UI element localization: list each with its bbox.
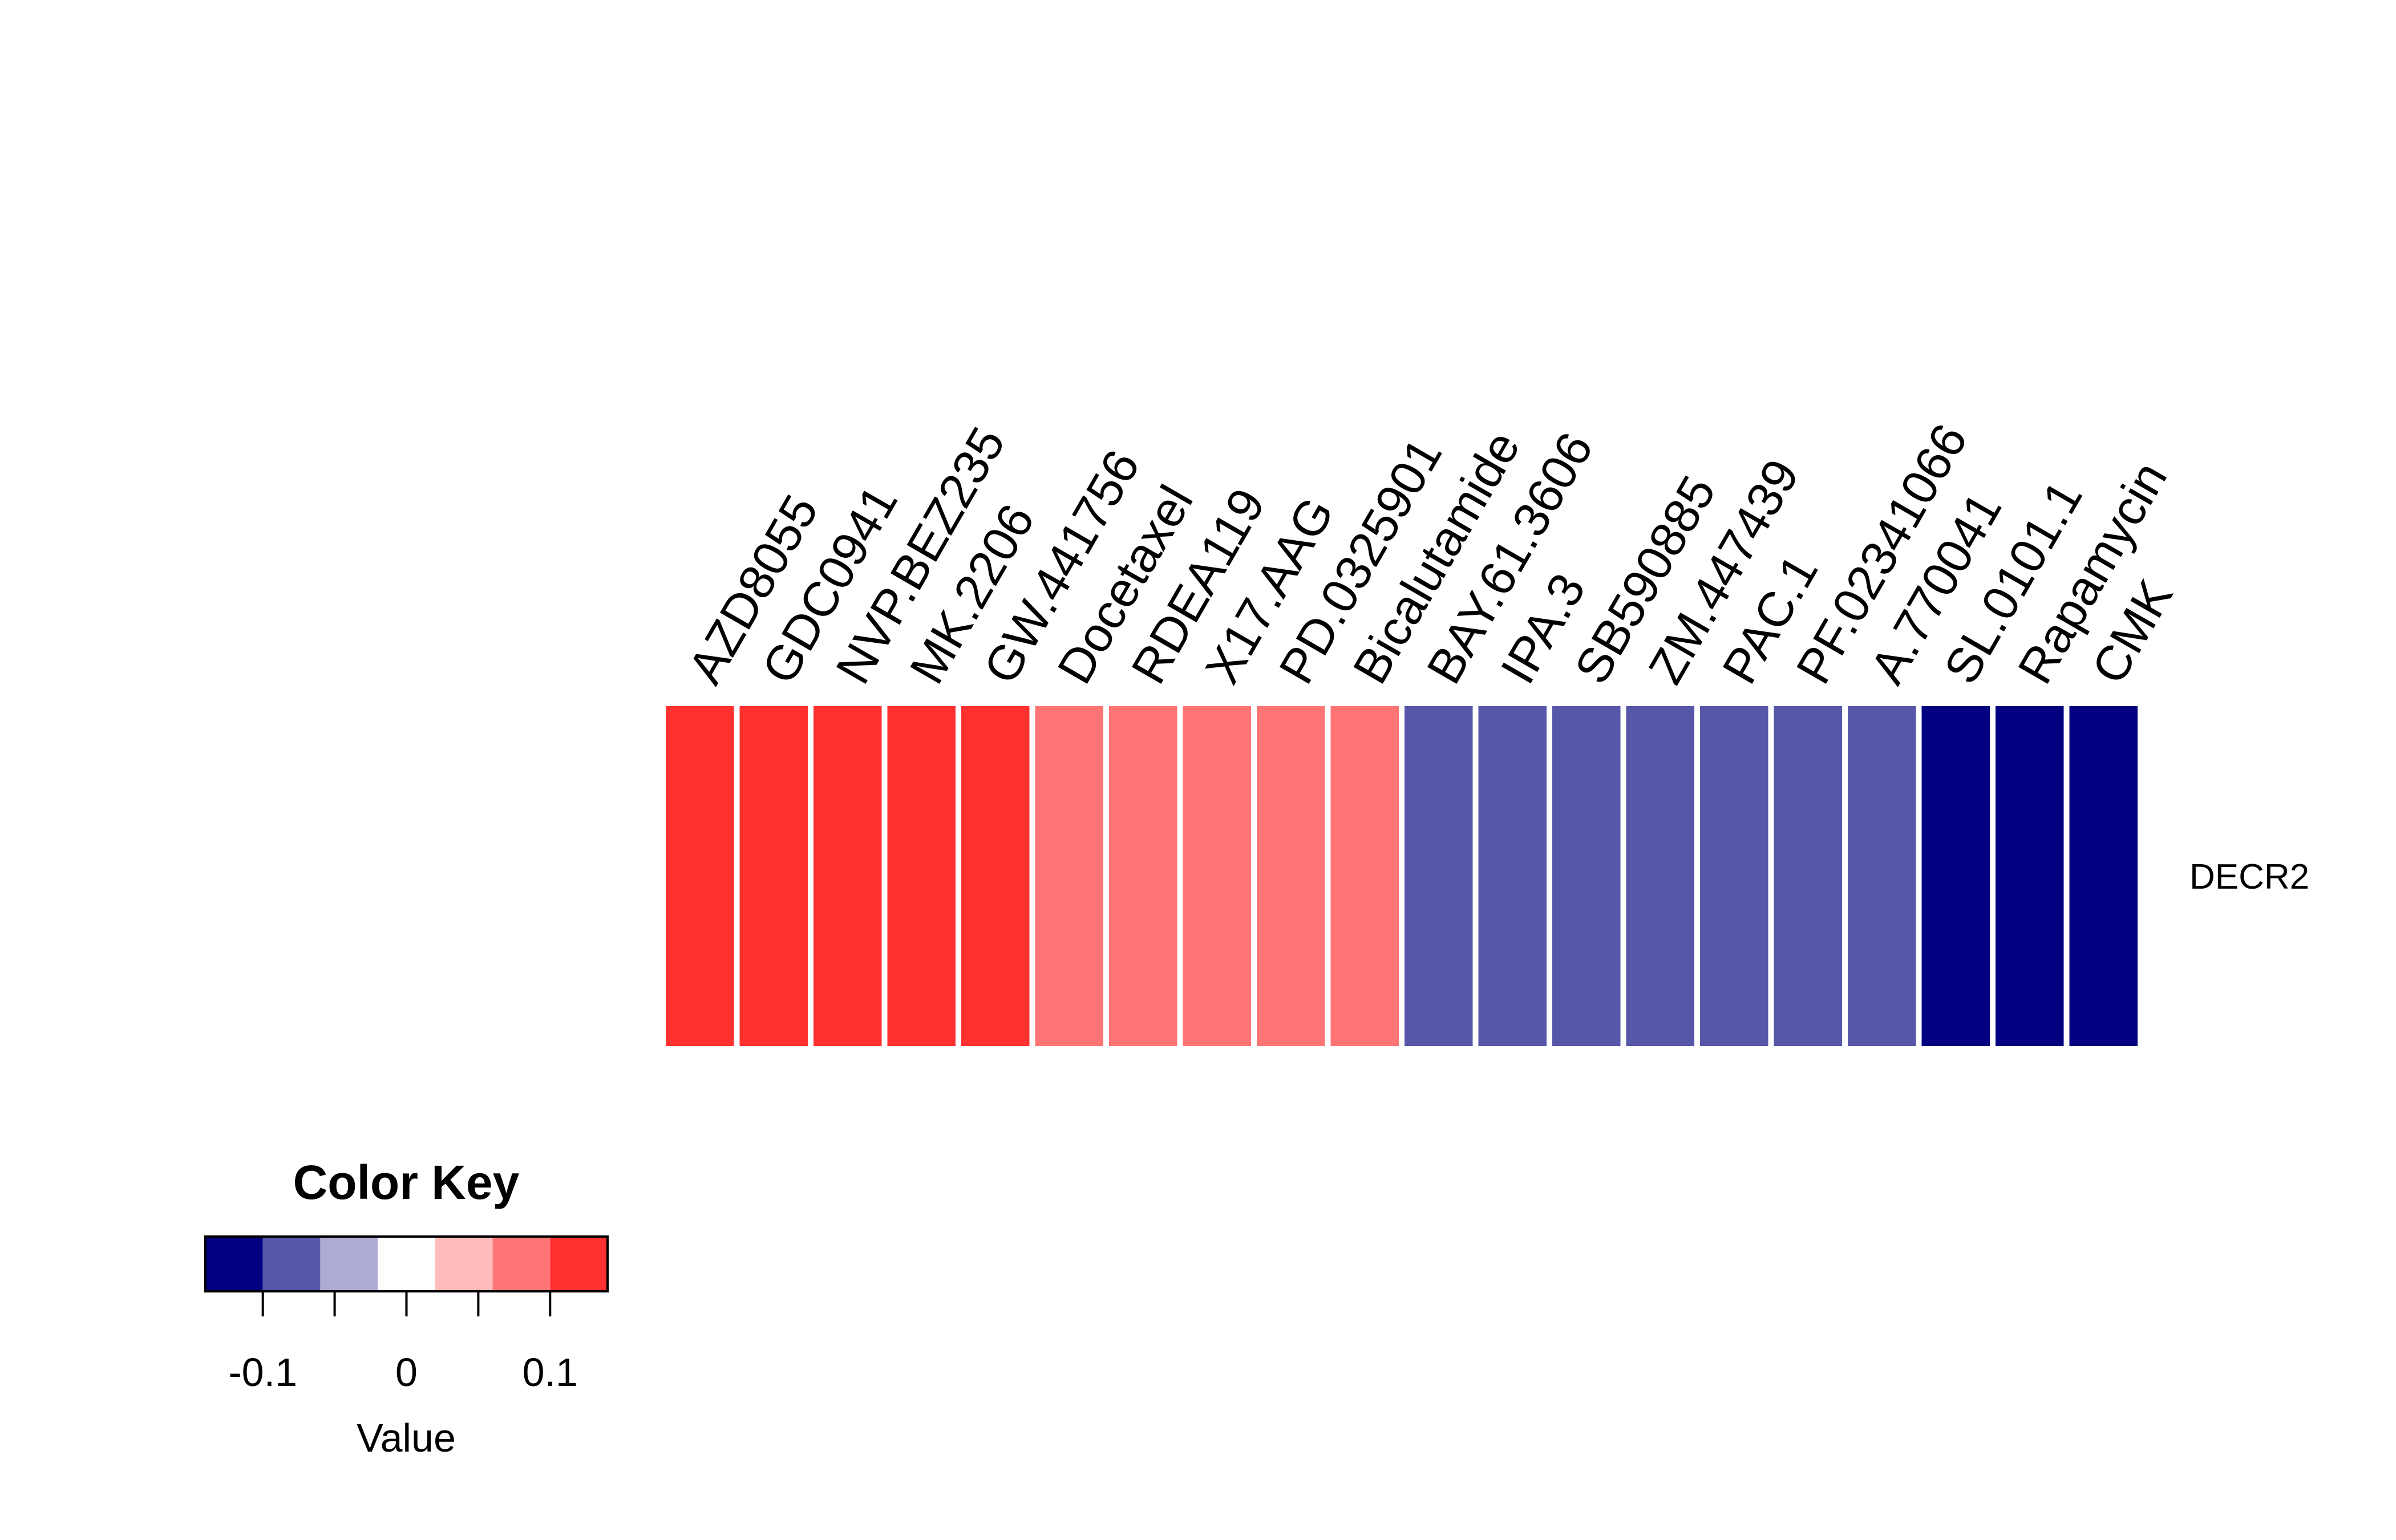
heatmap-cell: [887, 706, 956, 1046]
heatmap-cell: [1921, 706, 1990, 1046]
heatmap-cell: [1700, 706, 1768, 1046]
color-key-title: Color Key: [293, 1156, 520, 1209]
color-key-swatch: [435, 1237, 493, 1291]
color-key-swatch: [378, 1237, 435, 1291]
heatmap-cell: [1330, 706, 1399, 1046]
heatmap-cell: [1626, 706, 1694, 1046]
heatmap-cell: [1552, 706, 1621, 1046]
heatmap-cell: [2069, 706, 2138, 1046]
heatmap-cell: [1996, 706, 2064, 1046]
color-key-swatch: [320, 1237, 378, 1291]
color-key-swatches: [205, 1237, 608, 1291]
heatmap-cell: [961, 706, 1030, 1046]
column-labels: AZD8055GDC0941NVP.BEZ235MK.2206GW.441756…: [678, 415, 2183, 693]
heatmap-cell: [1035, 706, 1103, 1046]
color-key: Color Key -0.1 0 0.1 Value: [204, 1156, 609, 1460]
row-labels: DECR2: [2189, 857, 2309, 897]
color-key-ticks: -0.1 0 0.1: [228, 1291, 578, 1395]
color-key-tick-label: 0: [395, 1350, 418, 1395]
color-key-swatch: [205, 1237, 263, 1291]
heatmap-cell: [813, 706, 882, 1046]
color-key-swatch: [262, 1237, 321, 1291]
heatmap-cell: [739, 706, 808, 1046]
heatmap-cell: [666, 706, 734, 1046]
color-key-tick-label: 0.1: [523, 1350, 578, 1395]
color-key-xlabel: Value: [357, 1416, 456, 1460]
color-key-swatch: [492, 1237, 551, 1291]
color-key-swatch: [550, 1237, 608, 1291]
heatmap-cell: [1109, 706, 1177, 1046]
row-label: DECR2: [2189, 857, 2309, 897]
heatmap-cell: [1405, 706, 1473, 1046]
heatmap-cell: [1183, 706, 1251, 1046]
heatmap-cells: [666, 706, 2138, 1046]
heatmap-cell: [1478, 706, 1547, 1046]
heatmap-cell: [1257, 706, 1325, 1046]
heatmap-cell: [1774, 706, 1842, 1046]
heatmap-cell: [1848, 706, 1916, 1046]
color-key-tick-label: -0.1: [228, 1350, 297, 1395]
